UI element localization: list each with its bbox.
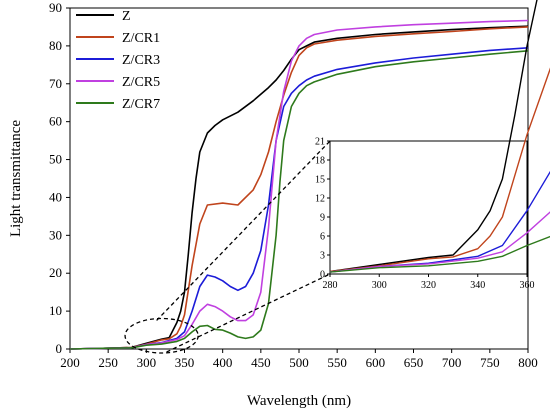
x-tick-label: 700 [442,355,462,370]
series-line-z-cr1 [69,26,529,350]
inset-series-line-z [329,0,538,273]
x-tick-label: 300 [137,355,157,370]
series-line-z [69,25,529,350]
inset-y-tick-label: 12 [315,194,325,205]
inset-y-tick-label: 0 [320,270,325,281]
x-tick-label: 500 [289,355,309,370]
y-tick-label: 90 [49,0,62,15]
inset-x-tick-label: 360 [520,280,535,291]
series-line-z-cr5 [69,19,529,350]
x-tick-label: 600 [366,355,386,370]
y-tick-label: 30 [49,227,62,242]
y-tick-label: 0 [56,341,63,356]
inset-x-tick-label: 280 [323,280,338,291]
y-axis-title: Light transmittance [8,120,24,237]
series-line-z-cr7 [69,50,529,350]
inset-frame [329,140,528,275]
y-tick-label: 40 [49,189,62,204]
inset-series-line-z-cr1 [329,67,550,273]
x-axis-title: Wavelength (nm) [247,393,351,409]
inset-y-tick-label: 18 [315,156,325,167]
y-tick-label: 70 [49,76,62,91]
y-tick-label: 80 [49,38,62,53]
legend-label-z-cr3: Z/CR3 [122,53,160,68]
inset-y-tick-label: 6 [320,232,325,243]
y-tick-label: 10 [49,303,62,318]
inset-y-tick-label: 15 [315,175,325,186]
y-tick-label: 20 [49,265,62,280]
x-tick-label: 650 [404,355,424,370]
y-tick-label: 50 [49,152,62,167]
inset-x-tick-label: 300 [372,280,387,291]
legend-label-z-cr1: Z/CR1 [122,31,160,46]
zoom-connector-upper [156,140,331,321]
zoom-region-ellipse [124,317,199,354]
zoom-connector-lower [166,273,331,353]
legend-label-z-cr5: Z/CR5 [122,75,160,90]
x-tick-label: 250 [98,355,118,370]
inset-y-tick-label: 21 [315,137,325,148]
x-tick-label: 550 [327,355,347,370]
inset-series-line-z-cr5 [329,211,550,273]
inset-y-tick-label: 9 [320,213,325,224]
series-line-z-cr3 [69,47,529,350]
x-tick-label: 750 [480,355,500,370]
inset-y-tick-label: 3 [320,251,325,262]
inset-x-tick-label: 320 [421,280,436,291]
inset-series-line-z-cr7 [329,235,550,273]
x-tick-label: 200 [60,355,80,370]
x-tick-label: 350 [175,355,195,370]
x-tick-label: 450 [251,355,271,370]
legend-label-z-cr7: Z/CR7 [122,97,160,112]
x-tick-label: 400 [213,355,233,370]
x-tick-label: 800 [518,355,538,370]
inset-x-tick-label: 340 [470,280,485,291]
legend-label-z: Z [122,9,131,24]
y-tick-label: 60 [49,114,62,129]
